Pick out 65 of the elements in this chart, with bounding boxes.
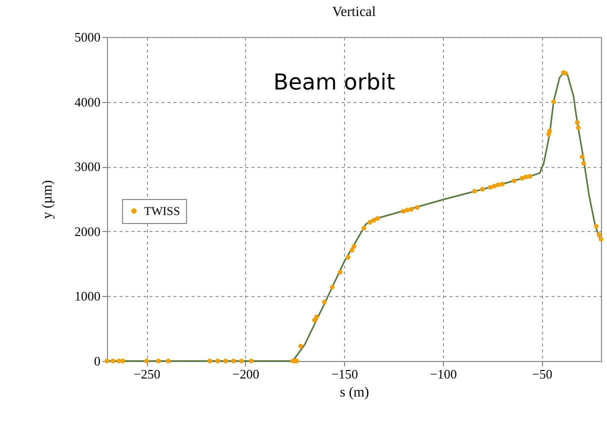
point [596,232,602,237]
point [346,254,350,260]
y-tick-label: 5000 [74,30,100,44]
y-tick-label: 1000 [74,288,100,304]
chart-title: Vertical [332,5,376,20]
x-tick-label: −150 [331,366,358,382]
point [371,218,376,223]
point [524,174,528,180]
point [312,318,317,323]
point [520,176,524,181]
point [594,224,599,229]
point [401,208,406,214]
x-tick-label: −200 [232,366,260,382]
point [298,344,303,348]
annotation: Beam orbit [273,70,396,96]
point [223,358,228,364]
point [207,358,212,364]
point [375,216,380,221]
point [580,154,585,160]
point [500,182,505,186]
y-tick-label: 0 [94,354,100,368]
x-tick-label: −250 [134,366,160,382]
x-axis-title: s (m) [340,386,370,400]
point [338,270,343,275]
point [120,358,126,364]
point [215,358,220,364]
point [472,188,477,194]
point [367,220,372,225]
point [408,207,414,212]
point [480,186,485,192]
point [248,358,254,364]
point [492,184,497,188]
point [414,205,420,210]
y-tick-label: 4000 [74,94,100,110]
point [239,358,244,364]
point [488,184,493,190]
point [496,182,501,188]
y-tick-label: 2000 [74,224,100,239]
point [352,244,356,249]
point [547,128,552,134]
point [574,120,580,125]
point [362,226,366,230]
point [156,358,161,364]
x-tick-label: −50 [532,366,552,382]
legend-label: TWISS [144,204,180,218]
point [598,236,604,242]
point [166,358,171,364]
point [110,358,116,364]
point [104,358,110,364]
point [231,358,236,364]
point [576,125,581,130]
point [322,300,327,304]
x-tick-label: −100 [430,366,457,382]
point [405,208,410,212]
y-tick-label: 3000 [74,159,100,174]
point [528,174,532,179]
point [144,358,149,364]
point [581,161,586,166]
point [116,358,122,364]
point [551,99,556,104]
y-axis-title: y (µm) [40,180,56,219]
point [350,248,354,253]
point [512,178,516,184]
point [314,314,319,320]
point [330,284,335,290]
